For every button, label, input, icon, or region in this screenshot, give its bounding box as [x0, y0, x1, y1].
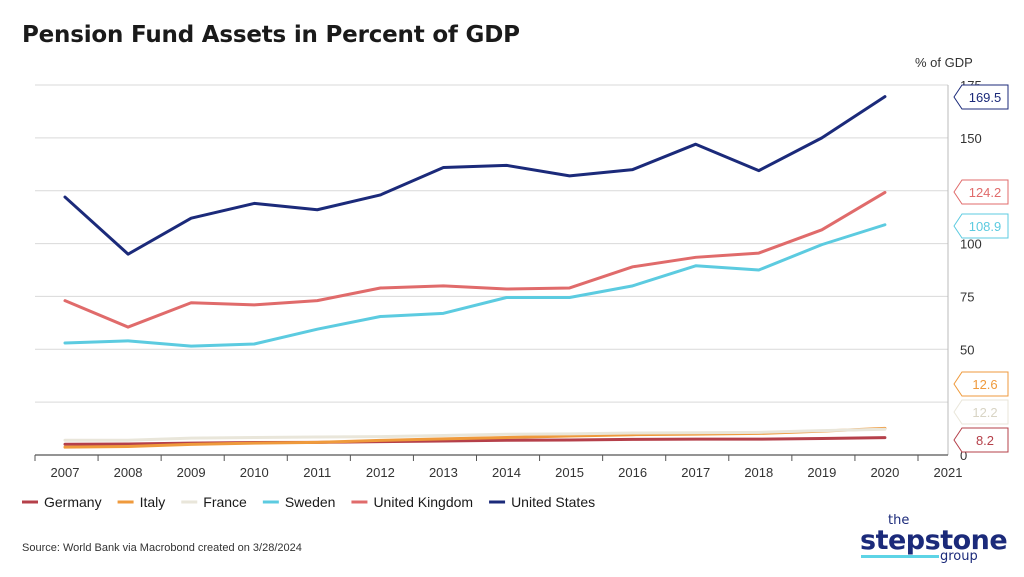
x-tick-label: 2017	[681, 465, 710, 480]
x-tick-label: 2007	[51, 465, 80, 480]
y-tick-label: 150	[960, 131, 982, 146]
y-tick-label: 100	[960, 237, 982, 252]
logo-the: the	[888, 513, 910, 528]
x-tick-label: 2008	[114, 465, 143, 480]
y-tick-label: 75	[960, 289, 974, 304]
x-tick-label: 2012	[366, 465, 395, 480]
y-tick-label: 0	[960, 448, 967, 463]
x-tick-label: 2015	[555, 465, 584, 480]
series-line-united-states	[63, 95, 887, 256]
end-label-box	[953, 179, 1009, 205]
series-line-sweden	[63, 223, 887, 348]
legend-label: Sweden	[285, 494, 336, 510]
x-tick-label: 2013	[429, 465, 458, 480]
axis-layer: 0507510015017520072008200920102011201220…	[34, 78, 982, 480]
end-label-value: 8.2	[976, 433, 994, 448]
x-tick-label: 2020	[870, 465, 899, 480]
end-label-value: 12.6	[972, 377, 997, 392]
grid-layer	[35, 84, 948, 403]
legend-label: United States	[511, 494, 595, 510]
series-line-united-kingdom	[63, 190, 887, 329]
logo-underline	[861, 555, 939, 558]
end-label-box	[953, 213, 1009, 239]
end-label-box	[953, 399, 1009, 425]
legend: Germany Italy France Sweden United Kingdom Un…	[22, 494, 595, 510]
x-tick-label: 2021	[934, 465, 963, 480]
end-label-box	[953, 84, 1009, 110]
x-tick-label: 2014	[492, 465, 521, 480]
logo-main: stepstone	[860, 525, 1008, 556]
y-tick-label: 50	[960, 342, 974, 357]
series-line-france	[63, 427, 887, 442]
x-tick-label: 2011	[303, 465, 331, 480]
chart-title: Pension Fund Assets in Percent of GDP	[22, 22, 520, 48]
legend-label: France	[203, 494, 247, 510]
source-note: Source: World Bank via Macrobond created…	[22, 542, 302, 554]
legend-label: Italy	[140, 494, 166, 510]
x-tick-label: 2018	[744, 465, 773, 480]
end-label-value: 108.9	[969, 219, 1002, 234]
end-label-value: 124.2	[969, 185, 1002, 200]
x-tick-label: 2016	[618, 465, 647, 480]
x-tick-label: 2009	[177, 465, 206, 480]
end-label-layer: 8.2 12.6 12.2 108.9 124.2 169.5	[953, 84, 1009, 453]
end-label-box	[953, 371, 1009, 397]
legend-label: Germany	[44, 494, 102, 510]
x-tick-label: 2010	[240, 465, 269, 480]
end-label-box	[953, 427, 1009, 453]
legend-label: United Kingdom	[373, 494, 473, 510]
logo-group: group	[940, 549, 978, 564]
stepstone-logo: the stepstone group	[858, 513, 1008, 564]
series-layer	[63, 95, 887, 449]
end-label-value: 12.2	[972, 405, 997, 420]
end-label-value: 169.5	[969, 90, 1002, 105]
y-axis-unit-label: % of GDP	[915, 55, 973, 70]
x-tick-label: 2019	[807, 465, 836, 480]
